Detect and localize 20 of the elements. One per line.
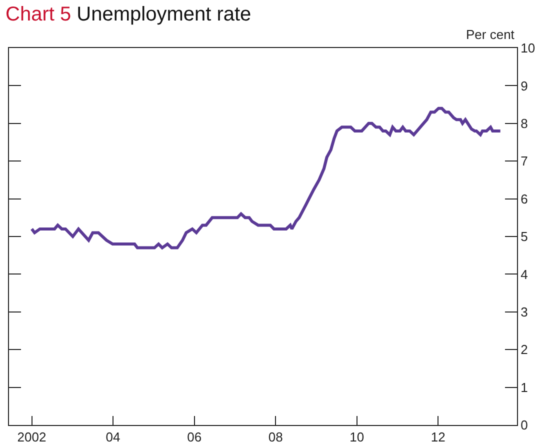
y-tick-label: 1 xyxy=(520,380,528,395)
y-tick-label: 3 xyxy=(520,304,528,320)
y-tick-label: 5 xyxy=(520,229,528,244)
x-tick-label: 10 xyxy=(350,430,364,445)
y-tick-label: 6 xyxy=(520,191,528,206)
y-tick-label: 7 xyxy=(520,154,528,169)
x-tick-label: 08 xyxy=(268,430,283,445)
y-tick-label: 9 xyxy=(520,78,528,94)
y-tick-label: 4 xyxy=(520,266,528,282)
x-tick-label: 2002 xyxy=(17,430,46,445)
chart-title: Chart 5 Unemployment rate xyxy=(6,4,252,26)
y-tick-label: 0 xyxy=(520,418,528,433)
y-tick-label: 10 xyxy=(520,40,536,56)
x-tick-label: 04 xyxy=(106,430,120,445)
line-series xyxy=(30,106,502,250)
x-tick-label: 12 xyxy=(430,430,446,445)
x-tick-label: 06 xyxy=(187,430,202,445)
y-tick-label: 8 xyxy=(520,116,528,131)
y-tick-label: 2 xyxy=(520,342,528,358)
y-axis-title: Per cent xyxy=(466,27,515,42)
